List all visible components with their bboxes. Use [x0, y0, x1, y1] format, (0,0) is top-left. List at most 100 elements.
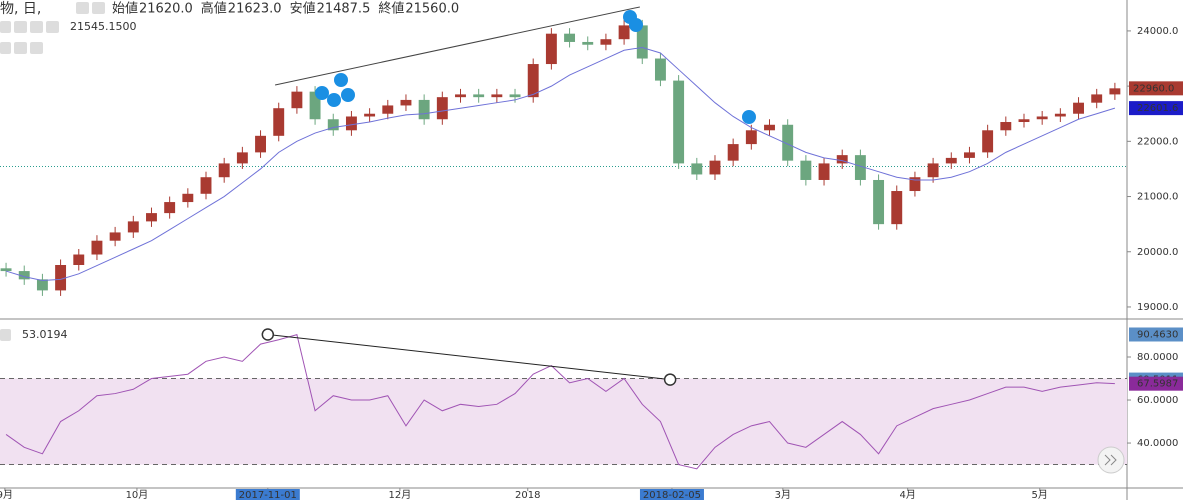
moving-average — [5, 46, 1116, 281]
scroll-icon — [1104, 454, 1117, 466]
ohlc-value: 21560.0 — [405, 2, 459, 17]
candle-body — [109, 232, 121, 241]
candle-body — [782, 124, 794, 161]
x-tick-highlight — [639, 489, 704, 500]
ma-label: 22601.6 — [1137, 103, 1178, 114]
ohlc-name: 終値 — [378, 1, 404, 17]
candle-body — [182, 193, 194, 203]
rsi-last-label: 67.5987 — [1137, 379, 1178, 390]
trendline — [274, 6, 640, 86]
rsi-legend: 53.0194 — [22, 328, 68, 341]
candle-body — [545, 33, 557, 65]
candle-body — [527, 64, 539, 98]
candle-body — [654, 58, 666, 81]
icon — [46, 21, 59, 33]
candle-body — [327, 119, 339, 131]
candle-body — [1036, 116, 1048, 120]
rsi-tag-label: 90.4630 — [1137, 329, 1178, 340]
candle-body — [818, 163, 830, 180]
x-tick-label: 10月 — [126, 489, 149, 500]
x-tick-label: 2018-02-05 — [643, 490, 701, 500]
rsi-band — [0, 378, 1127, 465]
candle-body — [91, 240, 103, 255]
candle-body — [800, 160, 812, 180]
candle-body — [491, 94, 503, 98]
icon — [30, 42, 43, 54]
candle-body — [36, 279, 48, 291]
candle-body — [927, 163, 939, 178]
candle-body — [745, 130, 757, 145]
badge[interactable] — [334, 73, 348, 87]
candle-body — [691, 163, 703, 175]
badge[interactable] — [341, 88, 355, 102]
candle-body — [273, 108, 285, 136]
last-price-label: 22960.0 — [1133, 83, 1174, 94]
candle-body — [909, 177, 921, 192]
candle-body — [146, 213, 157, 222]
trendline-handle — [261, 328, 275, 341]
candle-body — [1018, 119, 1030, 123]
x-tick-label: 12月 — [389, 489, 412, 500]
candle-body — [18, 271, 30, 280]
x-tick-label: 5月 — [1032, 489, 1048, 500]
candle-body — [0, 268, 12, 272]
ohlc-value: 21620.0 — [139, 2, 193, 17]
x-tick-label: 4月 — [899, 489, 915, 500]
rsi-line — [5, 334, 1115, 470]
rsi-tag — [1129, 327, 1183, 342]
badge[interactable] — [629, 18, 643, 32]
candle-body — [1054, 113, 1066, 117]
y-tick-label: 20000.0 — [1137, 247, 1178, 258]
candle-body — [982, 130, 994, 153]
candle-body — [945, 157, 957, 164]
candle-body — [1073, 102, 1084, 114]
badge[interactable] — [327, 93, 341, 107]
badge[interactable] — [315, 86, 329, 100]
candle-body — [473, 94, 485, 98]
candle-body — [291, 91, 303, 109]
p-badges — [315, 10, 756, 124]
candle-body — [418, 99, 430, 120]
badge[interactable] — [742, 110, 756, 124]
candle-body — [564, 33, 576, 42]
candle-body — [382, 105, 394, 114]
rsi-last-tag — [1129, 376, 1183, 391]
ohlc-name: 安値 — [290, 1, 316, 17]
icon — [0, 329, 11, 341]
x-tick-label: 9月 — [0, 489, 13, 500]
candle-body — [727, 144, 739, 161]
y-tick-label: 24000.0 — [1137, 26, 1178, 37]
scroll-button[interactable] — [1097, 446, 1125, 474]
last-price-tag — [1129, 81, 1183, 96]
candle-body — [964, 152, 975, 158]
rsi-trendline — [267, 333, 671, 381]
x-tick-label: 3月 — [775, 489, 791, 500]
ma-tag — [1129, 101, 1183, 116]
candle-body — [764, 124, 775, 131]
candle-body — [364, 113, 376, 117]
candle-body — [1091, 94, 1103, 103]
candle-body — [854, 155, 866, 180]
y-tick-label: 80.0000 — [1137, 352, 1178, 363]
hline-legend: 21545.1500 — [70, 20, 136, 33]
candle-body — [73, 254, 85, 265]
x-tick-label: 2018 — [515, 490, 540, 500]
candle-body — [164, 202, 176, 214]
candle-body — [455, 94, 466, 98]
candle-body — [127, 221, 139, 233]
trendline-handle — [663, 373, 677, 386]
candle-body — [600, 39, 612, 45]
candle-body — [873, 179, 885, 225]
candle-body — [200, 177, 212, 194]
symbol: 物, 日, — [0, 1, 41, 17]
y-tick-label: 21000.0 — [1137, 192, 1178, 203]
y-tick-label: 40.0000 — [1137, 438, 1178, 449]
candle-body — [1109, 88, 1121, 95]
ohlc-name: 高値 — [201, 1, 227, 17]
icon — [0, 21, 11, 33]
candle-body — [618, 25, 630, 40]
candle-body — [636, 25, 648, 59]
icon — [30, 21, 43, 33]
